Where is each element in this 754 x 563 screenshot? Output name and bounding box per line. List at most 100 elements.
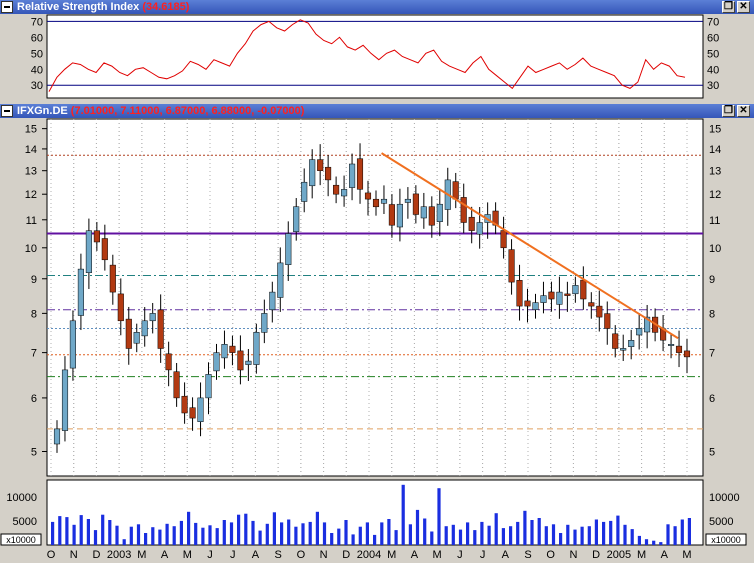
price-tick-label-right: 10 bbox=[709, 243, 721, 255]
rsi-tick-label-left: 30 bbox=[31, 80, 43, 92]
volume-bar bbox=[251, 520, 255, 545]
candle-body bbox=[117, 293, 124, 322]
volume-bar bbox=[344, 520, 348, 545]
x-tick-label: J bbox=[230, 549, 236, 561]
price-tick-label-left: 11 bbox=[26, 215, 37, 227]
volume-bar bbox=[179, 520, 183, 545]
x-tick-label: J bbox=[457, 549, 463, 561]
volume-bar bbox=[458, 529, 463, 545]
candle-body bbox=[580, 279, 587, 300]
x-tick-label: N bbox=[320, 549, 328, 561]
x-tick-label: M bbox=[183, 549, 192, 561]
volume-bar bbox=[501, 528, 505, 545]
rsi-title-bar[interactable]: Relative Strength Index (34.6185) ❐ ✕ bbox=[0, 0, 754, 14]
volume-bar bbox=[208, 525, 212, 545]
volume-bar bbox=[215, 528, 219, 545]
price-tick-label-left: 8 bbox=[31, 308, 37, 320]
price-title-bar[interactable]: IFXGn.DE (7.01000, 7.11000, 6.87000, 6.8… bbox=[0, 104, 754, 118]
volume-bar bbox=[544, 526, 548, 545]
volume-bar bbox=[437, 488, 441, 545]
panel-menu-icon[interactable] bbox=[1, 105, 13, 117]
rsi-tick-label-right: 40 bbox=[707, 64, 719, 76]
volume-multiplier-right-box bbox=[705, 533, 747, 546]
volume-bar bbox=[473, 530, 477, 545]
volume-bar bbox=[229, 522, 234, 545]
volume-bar bbox=[201, 527, 205, 545]
trendline bbox=[381, 152, 679, 340]
volume-bar bbox=[287, 519, 291, 545]
volume-bar bbox=[637, 535, 641, 545]
volume-bar bbox=[523, 510, 527, 545]
candle-body bbox=[628, 340, 635, 347]
volume-bar bbox=[580, 526, 584, 545]
x-tick-label: O bbox=[47, 549, 56, 561]
candle-body bbox=[109, 264, 116, 293]
volume-multiplier-left: x10000 bbox=[6, 535, 36, 545]
price-tick-label-left: 6 bbox=[31, 393, 37, 405]
panel-menu-icon[interactable] bbox=[1, 1, 13, 13]
volume-bar bbox=[165, 523, 169, 545]
volume-bar bbox=[72, 524, 76, 545]
volume-bar bbox=[630, 529, 634, 545]
x-tick-label: A bbox=[161, 549, 169, 561]
close-button[interactable]: ✕ bbox=[737, 105, 750, 117]
restore-button[interactable]: ❐ bbox=[722, 1, 735, 13]
volume-bar bbox=[401, 484, 405, 545]
price-tick-label-right: 12 bbox=[709, 189, 721, 201]
rsi-value: (34.6185) bbox=[142, 1, 190, 13]
x-tick-label: O bbox=[297, 549, 306, 561]
candle-body bbox=[588, 302, 595, 307]
candle-body bbox=[356, 158, 364, 190]
volume-bar bbox=[673, 526, 677, 545]
close-button[interactable]: ✕ bbox=[737, 1, 750, 13]
volume-bar bbox=[237, 514, 241, 545]
candle-body bbox=[213, 352, 220, 372]
volume-bar bbox=[93, 530, 98, 545]
x-tick-label: 2005 bbox=[607, 549, 631, 561]
volume-bar bbox=[587, 526, 591, 545]
price-tick-label-right: 13 bbox=[709, 166, 721, 178]
volume-bar bbox=[537, 518, 541, 545]
x-tick-label: 2004 bbox=[357, 549, 381, 561]
x-tick-label: D bbox=[342, 549, 350, 561]
volume-bar bbox=[51, 521, 55, 545]
price-tick-label-left: 10 bbox=[25, 243, 37, 255]
price-title: IFXGn.DE bbox=[17, 105, 68, 117]
candle-body bbox=[468, 216, 475, 231]
restore-button[interactable]: ❐ bbox=[722, 105, 735, 117]
candle-body bbox=[157, 309, 164, 349]
volume-bar bbox=[222, 520, 226, 545]
candle-body bbox=[612, 333, 619, 349]
volume-bar bbox=[144, 533, 148, 545]
candle-body bbox=[101, 238, 108, 261]
candle-body bbox=[269, 291, 276, 311]
price-value: (7.01000, 7.11000, 6.87000, 6.88000, -0.… bbox=[70, 105, 305, 117]
volume-plot-area bbox=[46, 479, 704, 546]
volume-bar bbox=[65, 517, 69, 545]
candle-body bbox=[69, 320, 76, 369]
candle-body bbox=[133, 332, 140, 344]
price-tick-label-left: 13 bbox=[25, 166, 37, 178]
candle-body bbox=[221, 344, 228, 359]
candle-body bbox=[181, 395, 188, 414]
price-tick-label-left: 15 bbox=[25, 124, 37, 136]
candle-body bbox=[548, 291, 555, 300]
candle-body bbox=[452, 181, 459, 200]
candle-body bbox=[189, 407, 196, 419]
volume-bar bbox=[594, 519, 598, 545]
candle-body bbox=[325, 166, 332, 181]
volume-tick-label-left: 10000 bbox=[6, 492, 37, 504]
price-tick-label-right: 5 bbox=[709, 446, 715, 458]
x-tick-label: A bbox=[502, 549, 510, 561]
volume-bar bbox=[101, 514, 105, 545]
volume-bar bbox=[480, 521, 484, 545]
candle-body bbox=[500, 230, 507, 249]
x-tick-label: N bbox=[569, 549, 577, 561]
candle-body bbox=[508, 249, 515, 283]
candle-body bbox=[420, 206, 427, 219]
volume-bar bbox=[451, 524, 455, 545]
candle-body bbox=[293, 206, 300, 232]
volume-bar bbox=[487, 525, 491, 545]
candle-body bbox=[205, 374, 212, 399]
candle-body bbox=[620, 348, 627, 351]
